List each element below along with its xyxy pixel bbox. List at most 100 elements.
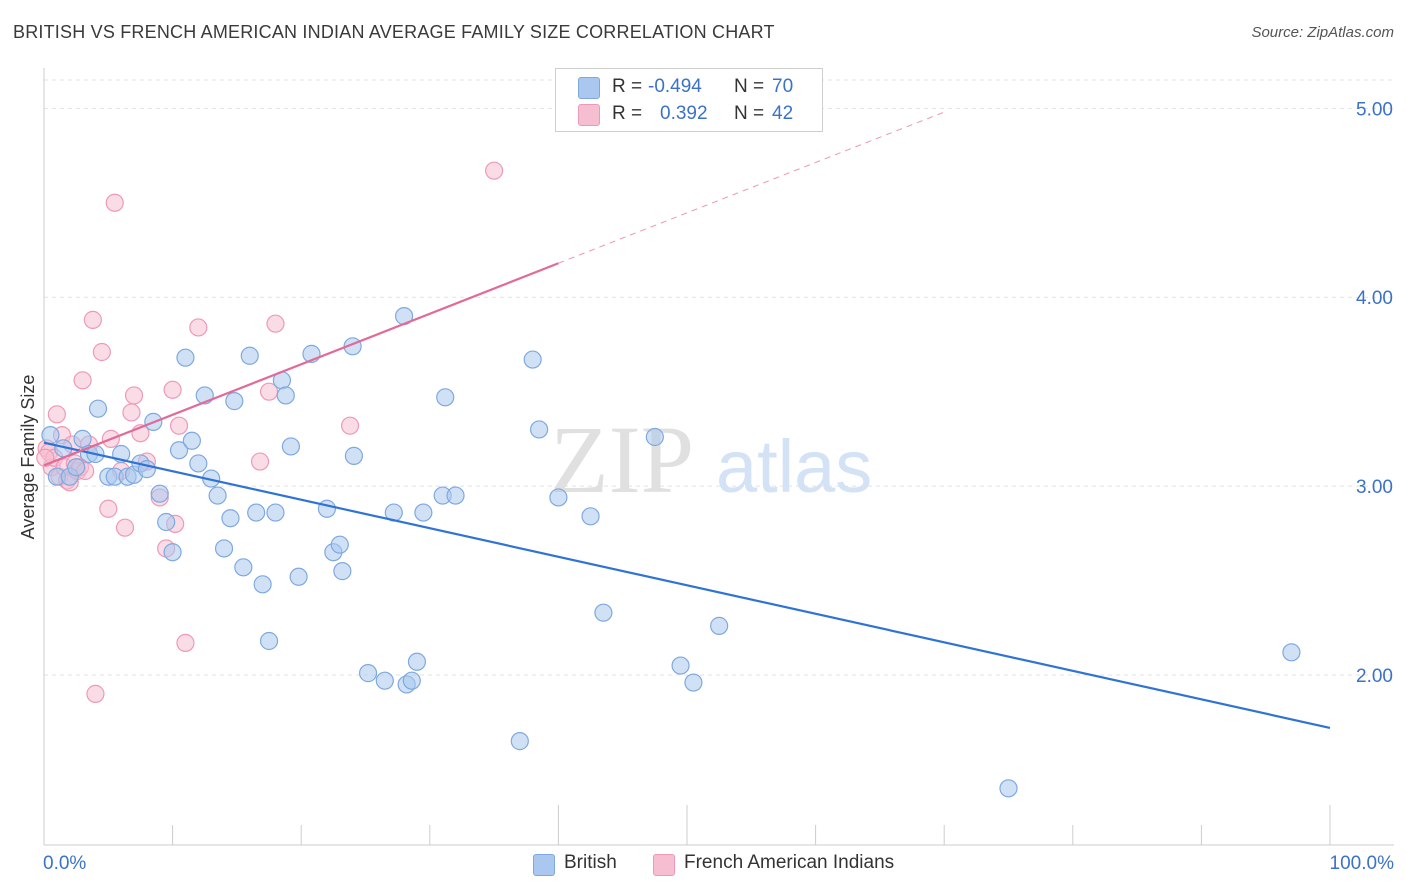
british-points bbox=[41, 307, 1301, 798]
british-point bbox=[344, 446, 364, 465]
french-point bbox=[189, 318, 208, 337]
british-point bbox=[276, 386, 295, 405]
stats-legend: R = -0.494 N = 70 R = 0.392 N = 42 bbox=[555, 68, 823, 132]
british-point bbox=[358, 664, 378, 683]
french-point bbox=[86, 684, 105, 703]
x-tick-label-min: 0.0% bbox=[43, 853, 86, 874]
british-point bbox=[41, 426, 60, 445]
british-point bbox=[999, 779, 1018, 798]
axes bbox=[43, 68, 1394, 846]
british-point bbox=[317, 499, 337, 518]
legend-row-french: R = 0.392 N = 42 bbox=[578, 102, 808, 126]
british-point bbox=[234, 558, 253, 577]
french-point bbox=[47, 405, 66, 424]
y-tick-label: 3.00 bbox=[1356, 477, 1393, 498]
british-swatch bbox=[578, 77, 600, 99]
french-point bbox=[124, 386, 144, 405]
british-point bbox=[240, 346, 259, 365]
british-point bbox=[73, 429, 92, 448]
british-n-value: 70 bbox=[772, 76, 794, 97]
chart-source: Source: ZipAtlas.com bbox=[1251, 24, 1394, 41]
british-point bbox=[169, 441, 189, 460]
british-point bbox=[414, 503, 433, 522]
french-r-label: R = bbox=[612, 103, 643, 124]
british-point bbox=[157, 512, 176, 532]
british-point bbox=[549, 488, 568, 507]
watermark-zip: ZIP bbox=[550, 406, 694, 513]
french-point bbox=[122, 403, 141, 422]
french-n-value: 42 bbox=[772, 103, 794, 124]
french-point bbox=[485, 161, 504, 180]
legend-row-british: R = -0.494 N = 70 bbox=[578, 75, 808, 99]
y-tick-label: 5.00 bbox=[1356, 99, 1393, 120]
french-point bbox=[169, 416, 189, 435]
british-trend-line bbox=[43, 441, 1331, 729]
british-point bbox=[176, 348, 195, 367]
british-point bbox=[67, 458, 86, 477]
british-point bbox=[402, 671, 421, 690]
british-point bbox=[259, 631, 279, 651]
british-point bbox=[88, 399, 108, 418]
british-point bbox=[510, 732, 529, 751]
french-point bbox=[176, 633, 195, 652]
french-point bbox=[115, 518, 135, 537]
french-n-label: N = bbox=[734, 103, 765, 124]
british-point bbox=[247, 503, 266, 522]
british-point bbox=[436, 388, 455, 407]
y-axis-label: Average Family Size bbox=[18, 375, 38, 540]
british-point bbox=[225, 392, 244, 411]
y-tick-labels: 2.00 3.00 4.00 5.00 bbox=[1356, 99, 1393, 687]
british-point bbox=[684, 673, 703, 692]
british-point bbox=[163, 543, 182, 562]
gridlines bbox=[44, 79, 1394, 676]
watermark-atlas: atlas bbox=[716, 425, 872, 508]
french-trend-extension bbox=[558, 111, 945, 264]
french-legend-label: French American Indians bbox=[684, 852, 895, 873]
british-point bbox=[266, 503, 285, 522]
british-point bbox=[253, 575, 272, 594]
french-point bbox=[92, 342, 111, 362]
french-point bbox=[340, 416, 360, 435]
french-r-value: 0.392 bbox=[660, 103, 708, 124]
british-point bbox=[375, 671, 394, 690]
french-legend-swatch bbox=[653, 854, 675, 876]
british-point bbox=[594, 603, 613, 622]
british-point bbox=[150, 484, 169, 503]
british-legend-label: British bbox=[564, 852, 617, 873]
british-legend-swatch bbox=[533, 854, 555, 876]
british-point bbox=[182, 431, 201, 450]
french-points bbox=[36, 161, 504, 703]
french-point bbox=[163, 380, 182, 399]
british-point bbox=[671, 656, 690, 675]
french-trend-line bbox=[43, 262, 559, 467]
british-point bbox=[281, 437, 301, 456]
french-swatch bbox=[578, 104, 600, 126]
british-point bbox=[645, 427, 664, 447]
british-point bbox=[330, 535, 349, 554]
british-point bbox=[710, 616, 729, 635]
chart-title: BRITISH VS FRENCH AMERICAN INDIAN AVERAG… bbox=[13, 22, 775, 42]
british-point bbox=[221, 509, 240, 528]
british-point bbox=[289, 567, 308, 586]
british-point bbox=[530, 420, 549, 439]
trend-lines bbox=[43, 111, 1331, 729]
y-tick-label: 2.00 bbox=[1356, 666, 1393, 687]
x-tick-label-max: 100.0% bbox=[1330, 853, 1395, 874]
british-point bbox=[208, 486, 227, 505]
british-point bbox=[214, 539, 234, 558]
british-point bbox=[1282, 643, 1301, 662]
british-point bbox=[446, 486, 465, 505]
british-point bbox=[581, 507, 600, 526]
british-point bbox=[523, 350, 542, 369]
french-point bbox=[83, 310, 102, 329]
french-point bbox=[99, 499, 118, 518]
british-point bbox=[333, 562, 352, 581]
british-point bbox=[189, 454, 208, 473]
french-point bbox=[73, 371, 92, 390]
british-point bbox=[407, 652, 427, 671]
british-n-label: N = bbox=[734, 76, 765, 97]
y-tick-label: 4.00 bbox=[1356, 288, 1393, 309]
french-point bbox=[266, 314, 285, 333]
british-r-value: -0.494 bbox=[648, 76, 702, 97]
french-point bbox=[105, 193, 124, 212]
